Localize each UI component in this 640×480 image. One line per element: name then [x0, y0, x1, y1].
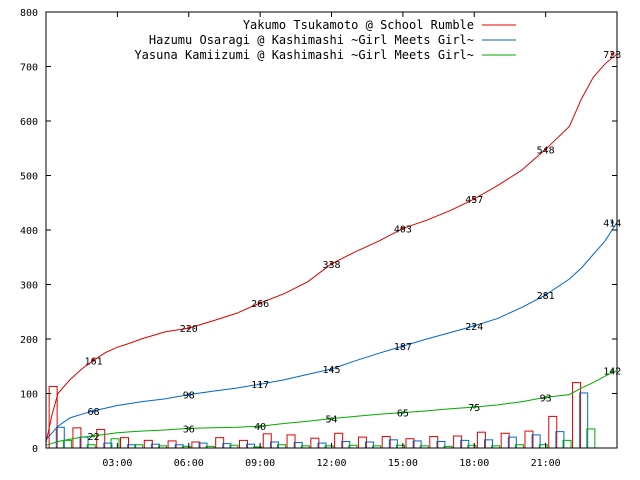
- series-3-data-label: 142: [603, 367, 621, 378]
- series-2-data-label: 187: [394, 342, 412, 353]
- series-2-point: [610, 220, 614, 224]
- y-tick-label: 700: [20, 63, 38, 74]
- series-1-data-label: 457: [465, 195, 483, 206]
- series-3-point: [472, 405, 476, 409]
- series-3-point: [187, 426, 191, 430]
- series-1-point: [258, 301, 262, 305]
- series-1-point: [544, 147, 548, 151]
- series-1-point: [92, 358, 96, 362]
- series-1-point: [472, 197, 476, 201]
- series-1-data-label: 548: [537, 145, 555, 156]
- y-tick-label: 400: [20, 226, 38, 237]
- legend-label-series-2: Hazumu Osaragi @ Kashimashi ~Girl Meets …: [149, 33, 474, 47]
- x-tick-label: 03:00: [102, 458, 132, 469]
- series-2-point: [401, 344, 405, 348]
- series-3-data-label: 22: [88, 432, 100, 443]
- series-2-data-label: 281: [537, 291, 555, 302]
- data-labels-layer: 1612202663384034575487236898117145187224…: [85, 50, 622, 443]
- y-tick-label: 0: [32, 444, 38, 455]
- series-2-point: [92, 409, 96, 413]
- series-3-point: [258, 424, 262, 428]
- series-2-data-label: 145: [322, 365, 340, 376]
- series-1-data-label: 403: [394, 224, 412, 235]
- series-1-data-label: 723: [603, 50, 621, 61]
- series-3-data-label: 36: [183, 424, 195, 435]
- x-tick-label: 12:00: [316, 458, 346, 469]
- series-3-point: [401, 411, 405, 415]
- series-2-data-label: 68: [88, 407, 100, 418]
- series-2-data-label: 117: [251, 380, 269, 391]
- y-tick-label: 800: [20, 8, 38, 19]
- series-3-point: [330, 417, 333, 421]
- series-2-data-label: 224: [465, 322, 483, 333]
- series-1-data-label: 220: [180, 324, 198, 335]
- series-2-point: [258, 382, 262, 386]
- axes-layer: 0 100 200 300 400 500 600 700 800 03:00 06:00 09:00…: [20, 8, 617, 469]
- legend-label-series-1: Yakumo Tsukamoto @ School Rumble: [243, 18, 474, 32]
- series-1-line: [45, 53, 618, 443]
- x-tick-label: 09:00: [245, 458, 275, 469]
- series-1-data-label: 266: [251, 299, 269, 310]
- series-3-data-label: 75: [468, 403, 480, 414]
- series-1-point: [401, 226, 405, 230]
- series-2-data-label: 98: [183, 391, 195, 402]
- legend-label-series-3: Yasuna Kamiizumi @ Kashimashi ~Girl Meet…: [134, 48, 474, 62]
- series-1-point: [187, 326, 191, 330]
- y-tick-label: 200: [20, 335, 38, 346]
- series-2-point: [472, 324, 476, 328]
- series-1-data-label: 161: [85, 356, 103, 367]
- y-tick-label: 600: [20, 117, 38, 128]
- series-1-point: [610, 52, 614, 56]
- series-3-point: [610, 369, 614, 373]
- y-tick-label: 100: [20, 390, 38, 401]
- series-2-point: [330, 367, 333, 371]
- x-tick-label: 18:00: [459, 458, 489, 469]
- series-2-data-label: 414: [603, 218, 621, 229]
- x-tick-label: 15:00: [388, 458, 418, 469]
- series-3-point: [92, 434, 96, 438]
- y-tick-label: 300: [20, 281, 38, 292]
- series-3-data-label: 93: [540, 393, 552, 404]
- series-3-point: [544, 395, 548, 399]
- series-2-point: [544, 293, 548, 297]
- x-tick-label: 21:00: [531, 458, 561, 469]
- series-3-data-label: 40: [254, 422, 266, 433]
- series-1-data-label: 338: [322, 260, 340, 271]
- x-tick-label: 06:00: [174, 458, 204, 469]
- series-2-point: [187, 393, 191, 397]
- y-tick-label: 500: [20, 172, 38, 183]
- series-3-data-label: 65: [397, 409, 409, 420]
- series-1-point: [330, 262, 333, 266]
- series-3-data-label: 54: [325, 415, 337, 426]
